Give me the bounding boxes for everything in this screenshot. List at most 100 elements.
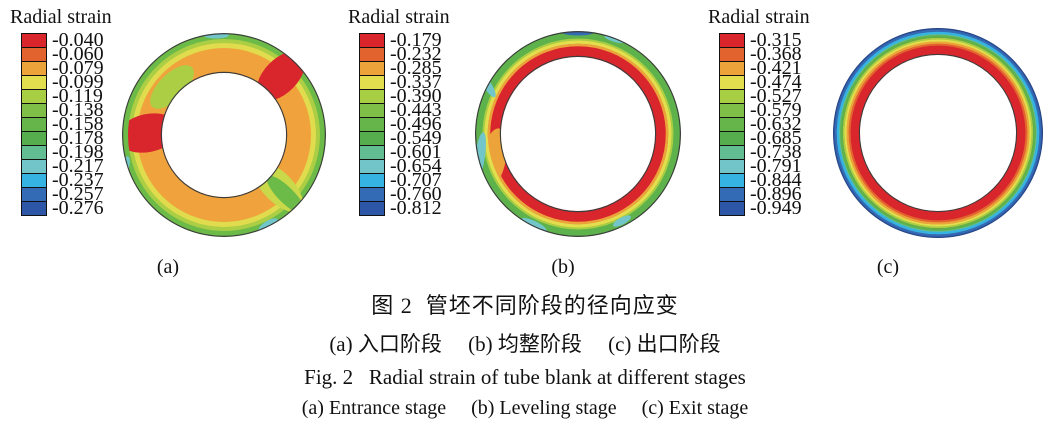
- legend-color-swatch: [359, 201, 385, 216]
- legend-color-swatch: [719, 103, 745, 118]
- legend-color-swatch: [21, 33, 47, 48]
- legend-color-swatch: [359, 89, 385, 104]
- legend-entry: -0.040: [21, 29, 112, 51]
- legend-color-swatch: [21, 103, 47, 118]
- legend-color-swatch: [359, 47, 385, 62]
- legend-color-swatch: [21, 89, 47, 104]
- legend-value: -0.760: [390, 183, 442, 205]
- legend-color-swatch: [21, 187, 47, 202]
- legend-value: -0.896: [750, 183, 802, 205]
- legend-color-swatch: [359, 159, 385, 174]
- legend-entry: -0.237: [21, 169, 112, 191]
- legend-scale: -0.040 -0.060 -0.079 -0.099 -0.119 -0.138 -0.1…: [21, 29, 112, 219]
- legend-color-swatch: [359, 145, 385, 160]
- legend-entry: -0.368: [719, 43, 810, 65]
- legend-value: -0.949: [750, 197, 802, 219]
- legend-value: -0.791: [750, 155, 802, 177]
- legend-entry: -0.138: [21, 99, 112, 121]
- legend-color-swatch: [359, 61, 385, 76]
- legend-entry: -0.337: [359, 71, 450, 93]
- legend-value: -0.179: [390, 29, 442, 51]
- legend-value: -0.040: [52, 29, 104, 51]
- legend-value: -0.654: [390, 155, 442, 177]
- legend-color-swatch: [719, 173, 745, 188]
- legend-color-swatch: [719, 159, 745, 174]
- legend-color-swatch: [719, 131, 745, 146]
- legend-entry: -0.654: [359, 155, 450, 177]
- legend-entry: -0.198: [21, 142, 112, 162]
- legend-value: -0.474: [750, 71, 802, 93]
- legend-value: -0.443: [390, 99, 442, 121]
- legend-value: -0.685: [750, 127, 802, 149]
- legend-entry: -0.760: [359, 183, 450, 205]
- legend-value: -0.527: [750, 85, 802, 107]
- colorbar-legend-a: Radial strain -0.040 -0.060 -0.079 -0.099 -0…: [10, 5, 112, 219]
- legend-entry: -0.685: [719, 127, 810, 149]
- legend-color-swatch: [719, 47, 745, 62]
- legend-color-swatch: [21, 75, 47, 90]
- legend-color-swatch: [719, 145, 745, 160]
- legend-entry: -0.315: [719, 29, 810, 51]
- ring-contour-a-svg: [117, 31, 327, 238]
- legend-color-swatch: [359, 173, 385, 188]
- legend-value: -0.579: [750, 99, 802, 121]
- contour-plot-b: [472, 28, 684, 240]
- legend-entry: -0.812: [359, 197, 450, 219]
- legend-entry: -0.232: [359, 43, 450, 65]
- legend-color-swatch: [359, 33, 385, 48]
- legend-entry: -0.579: [719, 99, 810, 121]
- legend-value: -0.632: [750, 113, 802, 135]
- legend-entry: -0.632: [719, 113, 810, 135]
- legend-color-swatch: [719, 75, 745, 90]
- legend-color-swatch: [21, 145, 47, 160]
- legend-entry: -0.949: [719, 197, 810, 219]
- legend-value: -0.421: [750, 57, 802, 79]
- panel-label-c: (c): [876, 256, 900, 278]
- legend-color-swatch: [21, 61, 47, 76]
- legend-color-swatch: [21, 117, 47, 132]
- legend-entry: -0.527: [719, 85, 810, 107]
- legend-color-swatch: [21, 201, 47, 216]
- legend-entry: -0.285: [359, 58, 450, 78]
- legend-title: Radial strain: [348, 6, 450, 28]
- legend-value: -0.496: [390, 113, 442, 135]
- legend-value: -0.368: [750, 43, 802, 65]
- legend-value: -0.549: [390, 127, 442, 149]
- legend-entry: -0.179: [359, 29, 450, 51]
- legend-value: -0.138: [52, 99, 104, 121]
- legend-color-swatch: [359, 187, 385, 202]
- legend-color-swatch: [21, 159, 47, 174]
- legend-value: -0.217: [52, 155, 104, 177]
- legend-value: -0.601: [390, 141, 442, 163]
- panel-label-b: (b): [551, 256, 575, 278]
- legend-value: -0.099: [52, 71, 104, 93]
- caption-chinese-subtitle: (a) 入口阶段 (b) 均整阶段 (c) 出口阶段: [329, 332, 721, 356]
- legend-color-swatch: [719, 201, 745, 216]
- legend-value: -0.812: [390, 197, 442, 219]
- contour-plot-a: [117, 29, 330, 241]
- legend-entry: -0.474: [719, 71, 810, 93]
- legend-color-swatch: [359, 103, 385, 118]
- legend-value: -0.276: [52, 197, 104, 219]
- legend-value: -0.337: [390, 71, 442, 93]
- legend-value: -0.738: [750, 141, 802, 163]
- legend-value: -0.232: [390, 43, 442, 65]
- legend-value: -0.119: [52, 85, 103, 107]
- caption-english-subtitle: (a) Entrance stage (b) Leveling stage (c…: [301, 397, 749, 419]
- colorbar-legend-c: Radial strain -0.315 -0.368 -0.421 -0.474 -0…: [708, 5, 810, 219]
- legend-color-swatch: [719, 187, 745, 202]
- legend-value: -0.060: [52, 43, 104, 65]
- legend-value: -0.237: [52, 169, 104, 191]
- legend-color-swatch: [719, 117, 745, 132]
- colorbar-legend-b: Radial strain -0.179 -0.232 -0.285 -0.337 -0…: [348, 5, 450, 219]
- legend-entry: -0.421: [719, 57, 810, 79]
- panel-label-a: (a): [156, 256, 180, 278]
- contour-plot-c: [832, 27, 1044, 239]
- legend-entry: -0.217: [21, 155, 112, 177]
- legend-value: -0.390: [390, 85, 442, 107]
- legend-value: -0.315: [750, 29, 802, 51]
- legend-entry: -0.178: [21, 127, 112, 149]
- legend-title: Radial strain: [708, 6, 810, 28]
- legend-color-swatch: [719, 89, 745, 104]
- legend-value: -0.178: [52, 127, 104, 149]
